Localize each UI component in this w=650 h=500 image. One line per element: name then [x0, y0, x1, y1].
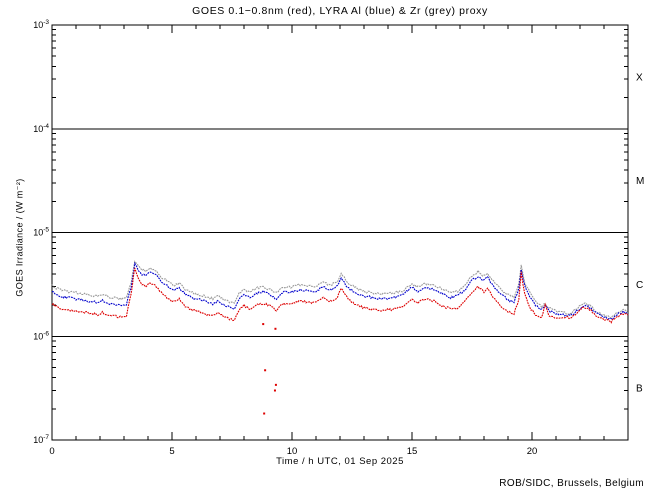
x-tick-label: 0: [49, 446, 54, 457]
chart-title: GOES 0.1−0.8nm (red), LYRA Al (blue) & Z…: [192, 5, 488, 17]
x-axis-title: Time / h UTC, 01 Sep 2025: [276, 456, 404, 467]
series-grey: [51, 260, 629, 319]
dropout-point: [263, 412, 266, 415]
dropout-point: [262, 323, 265, 326]
flare-class-label: M: [636, 176, 644, 187]
x-tick-label: 5: [169, 446, 174, 457]
y-tick-label: 10-4: [33, 123, 49, 134]
series-blue: [51, 261, 629, 321]
dropout-point: [274, 383, 277, 386]
y-tick-label: 10-3: [33, 19, 49, 30]
x-tick-label: 20: [527, 446, 538, 457]
dropout-point: [264, 369, 267, 372]
y-tick-label: 10-7: [33, 434, 49, 445]
x-tick-label: 10: [287, 446, 298, 457]
flare-class-label: X: [636, 72, 643, 83]
dropout-point: [273, 389, 276, 392]
x-tick-label: 15: [407, 446, 418, 457]
y-tick-label: 10-5: [33, 227, 49, 238]
dropout-point: [274, 327, 277, 330]
series-red: [51, 267, 629, 324]
flare-class-label: C: [636, 280, 643, 291]
credit-text: ROB/SIDC, Brussels, Belgium: [499, 478, 644, 489]
flare-class-label: B: [636, 384, 643, 395]
y-tick-label: 10-6: [33, 330, 49, 341]
